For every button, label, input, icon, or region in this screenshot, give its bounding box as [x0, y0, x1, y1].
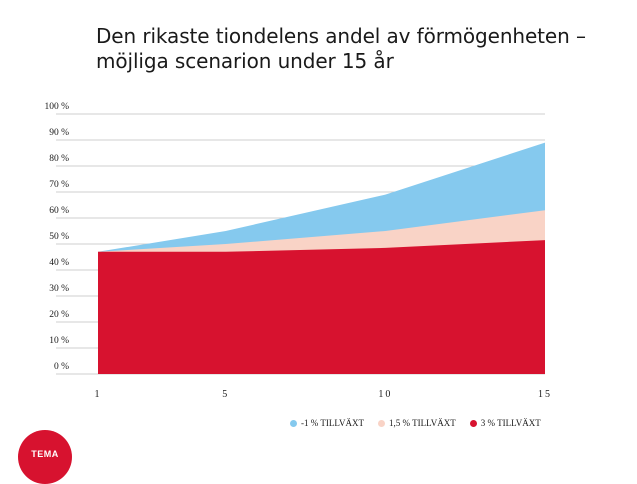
y-axis-ticks: 0 % 10 % 20 % 30 % 40 % 50 % 60 % 70 % 80 % 90 % 1…	[44, 102, 69, 372]
x-tick-label: 5	[222, 389, 229, 400]
y-tick-label: 0 %	[54, 362, 69, 372]
brand-logo: TEMA	[18, 430, 72, 484]
chart-title-line-2: möjliga scenarion under 15 år	[96, 49, 394, 73]
legend-item: -1 % TILLVÄXT	[290, 418, 364, 428]
area-chart: 0 % 10 % 20 % 30 % 40 % 50 % 60 % 70 % 80 % 90 % 1…	[44, 102, 552, 400]
area-series	[98, 142, 545, 374]
legend-item: 1,5 % TILLVÄXT	[378, 418, 456, 428]
brand-logo-text: TEMA	[31, 449, 59, 459]
y-tick-label: 50 %	[49, 232, 69, 242]
y-tick-label: 70 %	[49, 180, 69, 190]
x-tick-label: 1	[95, 389, 102, 400]
legend-label: 1,5 % TILLVÄXT	[389, 418, 456, 428]
legend-label: -1 % TILLVÄXT	[301, 418, 364, 428]
y-tick-label: 40 %	[49, 258, 69, 268]
area-3-tillv-xt	[98, 240, 545, 374]
y-tick-label: 60 %	[49, 206, 69, 216]
y-tick-label: 90 %	[49, 128, 69, 138]
x-tick-label: 10	[378, 389, 392, 400]
chart-legend: -1 % TILLVÄXT 1,5 % TILLVÄXT 3 % TILLVÄXT	[290, 418, 541, 428]
y-tick-label: 80 %	[49, 154, 69, 164]
chart-title-line-1: Den rikaste tiondelens andel av förmögen…	[96, 24, 586, 48]
chart-title: Den rikaste tiondelens andel av förmögen…	[96, 24, 626, 74]
y-tick-label: 10 %	[49, 336, 69, 346]
x-axis-ticks: 1 5 10 15	[95, 389, 552, 400]
y-tick-label: 100 %	[44, 102, 69, 112]
x-tick-label: 15	[538, 389, 552, 400]
y-tick-label: 30 %	[49, 284, 69, 294]
legend-swatch	[378, 419, 385, 427]
legend-label: 3 % TILLVÄXT	[480, 418, 541, 428]
legend-swatch	[469, 419, 477, 427]
legend-item: 3 % TILLVÄXT	[469, 418, 541, 428]
legend-swatch	[290, 419, 297, 427]
y-tick-label: 20 %	[49, 310, 69, 320]
